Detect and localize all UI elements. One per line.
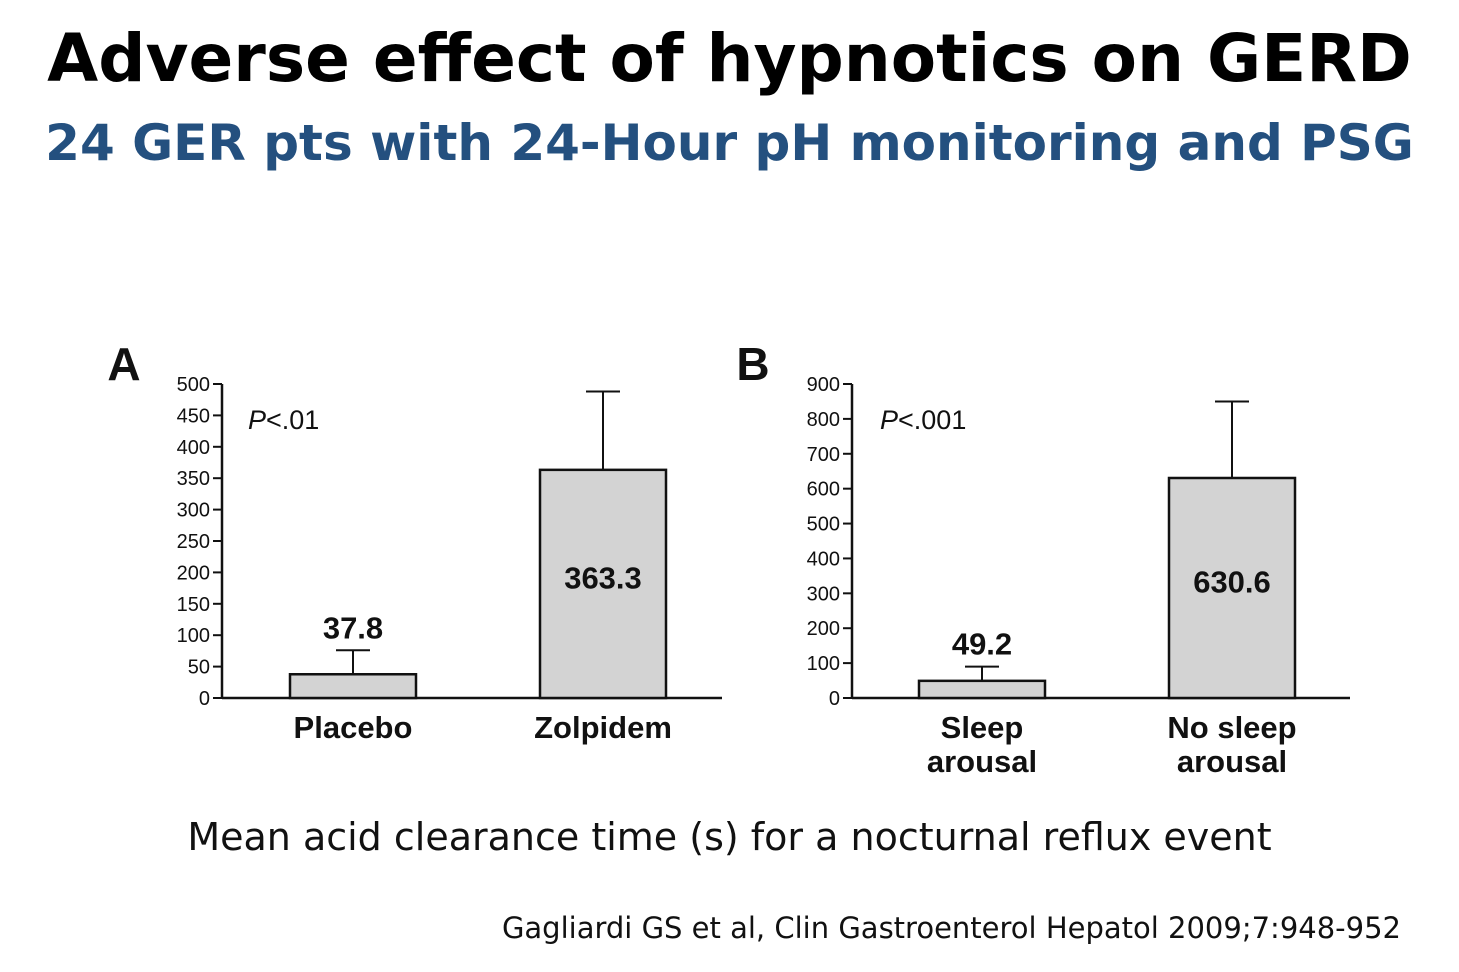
y-tick-label: 250 <box>177 531 210 553</box>
slide-subtitle: 24 GER pts with 24-Hour pH monitoring an… <box>45 114 1414 172</box>
y-tick-label: 100 <box>177 625 210 647</box>
bar-value-label: 363.3 <box>564 560 642 595</box>
x-category-label: arousal <box>927 744 1037 779</box>
y-tick-label: 200 <box>177 562 210 584</box>
x-category-label: Zolpidem <box>534 710 672 745</box>
y-tick-label: 0 <box>199 688 210 710</box>
y-tick-label: 0 <box>829 688 840 710</box>
y-tick-label: 600 <box>807 479 840 501</box>
y-tick-label: 700 <box>807 444 840 466</box>
y-tick-label: 150 <box>177 594 210 616</box>
p-value-annotation: P<.001 <box>880 405 966 435</box>
y-tick-label: 800 <box>807 409 840 431</box>
x-category-label: Sleep <box>941 710 1024 745</box>
bar-value-label: 37.8 <box>323 610 383 645</box>
citation: Gagliardi GS et al, Clin Gastroenterol H… <box>501 911 1401 945</box>
y-tick-label: 400 <box>807 548 840 570</box>
p-value-annotation: P<.01 <box>248 405 319 435</box>
x-category-label: Placebo <box>294 710 413 745</box>
figure-caption: Mean acid clearance time (s) for a noctu… <box>187 815 1272 859</box>
bar <box>917 679 1047 700</box>
y-tick-label: 500 <box>177 374 210 396</box>
y-tick-label: 350 <box>177 468 210 490</box>
y-tick-label: 450 <box>177 405 210 427</box>
slide-title: Adverse effect of hypnotics on GERD <box>47 20 1412 97</box>
bar <box>538 468 668 700</box>
x-category-label: No sleep <box>1167 710 1296 745</box>
y-tick-label: 50 <box>188 657 210 679</box>
y-tick-label: 200 <box>807 618 840 640</box>
bar <box>288 673 418 700</box>
panel-label: A <box>107 338 140 390</box>
y-tick-label: 300 <box>807 583 840 605</box>
y-tick-label: 900 <box>807 374 840 396</box>
y-tick-label: 400 <box>177 437 210 459</box>
x-category-label: arousal <box>1177 744 1287 779</box>
panel-label: B <box>736 338 769 390</box>
y-tick-label: 100 <box>807 653 840 675</box>
bar-value-label: 630.6 <box>1193 564 1271 599</box>
y-tick-label: 500 <box>807 514 840 536</box>
y-tick-label: 300 <box>177 500 210 522</box>
bar-value-label: 49.2 <box>952 627 1012 662</box>
bar <box>1167 476 1297 700</box>
